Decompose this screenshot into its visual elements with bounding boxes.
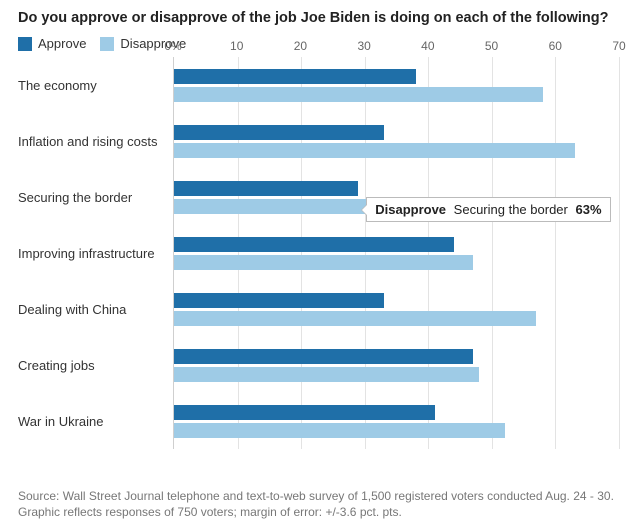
category-label: The economy — [18, 57, 173, 113]
bar-disapprove[interactable] — [174, 311, 536, 326]
x-tick: 40 — [421, 39, 434, 53]
x-tick: 60 — [549, 39, 562, 53]
category-label: Improving infrastructure — [18, 225, 173, 281]
x-tick: 10 — [230, 39, 243, 53]
plot-area: Disapprove Securing the border 63% — [173, 57, 619, 449]
x-axis: 0%10203040506070 — [173, 39, 619, 57]
tooltip-series: Disapprove — [375, 202, 446, 217]
tooltip: Disapprove Securing the border 63% — [366, 197, 610, 222]
tooltip-category: Securing the border — [454, 202, 568, 217]
bar-disapprove[interactable] — [174, 87, 543, 102]
bar-row — [174, 113, 619, 169]
category-label: Securing the border — [18, 169, 173, 225]
legend-swatch-disapprove — [100, 37, 114, 51]
gridline — [619, 57, 620, 449]
bar-approve[interactable] — [174, 181, 358, 196]
bar-disapprove[interactable] — [174, 143, 575, 158]
bar-row — [174, 281, 619, 337]
legend-swatch-approve — [18, 37, 32, 51]
bar-approve[interactable] — [174, 349, 473, 364]
category-label: Dealing with China — [18, 281, 173, 337]
bar-row — [174, 393, 619, 449]
chart-title: Do you approve or disapprove of the job … — [18, 10, 619, 26]
bar-row — [174, 57, 619, 113]
x-tick: 20 — [294, 39, 307, 53]
category-label: Inflation and rising costs — [18, 113, 173, 169]
x-tick: 0% — [164, 39, 181, 53]
source-note: Source: Wall Street Journal telephone an… — [18, 488, 619, 520]
bar-approve[interactable] — [174, 237, 454, 252]
bar-rows — [174, 57, 619, 449]
x-tick: 30 — [357, 39, 370, 53]
y-axis-labels: The economyInflation and rising costsSec… — [18, 57, 173, 449]
bar-row — [174, 225, 619, 281]
bar-approve[interactable] — [174, 69, 416, 84]
bar-disapprove[interactable] — [174, 367, 479, 382]
tooltip-value: 63% — [575, 202, 601, 217]
category-label: War in Ukraine — [18, 393, 173, 449]
bar-disapprove[interactable] — [174, 255, 473, 270]
bar-disapprove[interactable] — [174, 423, 505, 438]
legend-label-approve: Approve — [38, 36, 86, 51]
category-label: Creating jobs — [18, 337, 173, 393]
legend-item-approve: Approve — [18, 36, 86, 51]
x-tick: 70 — [612, 39, 625, 53]
bar-approve[interactable] — [174, 293, 384, 308]
bar-approve[interactable] — [174, 125, 384, 140]
bar-row — [174, 337, 619, 393]
chart-area: The economyInflation and rising costsSec… — [18, 57, 619, 449]
bar-approve[interactable] — [174, 405, 435, 420]
x-tick: 50 — [485, 39, 498, 53]
